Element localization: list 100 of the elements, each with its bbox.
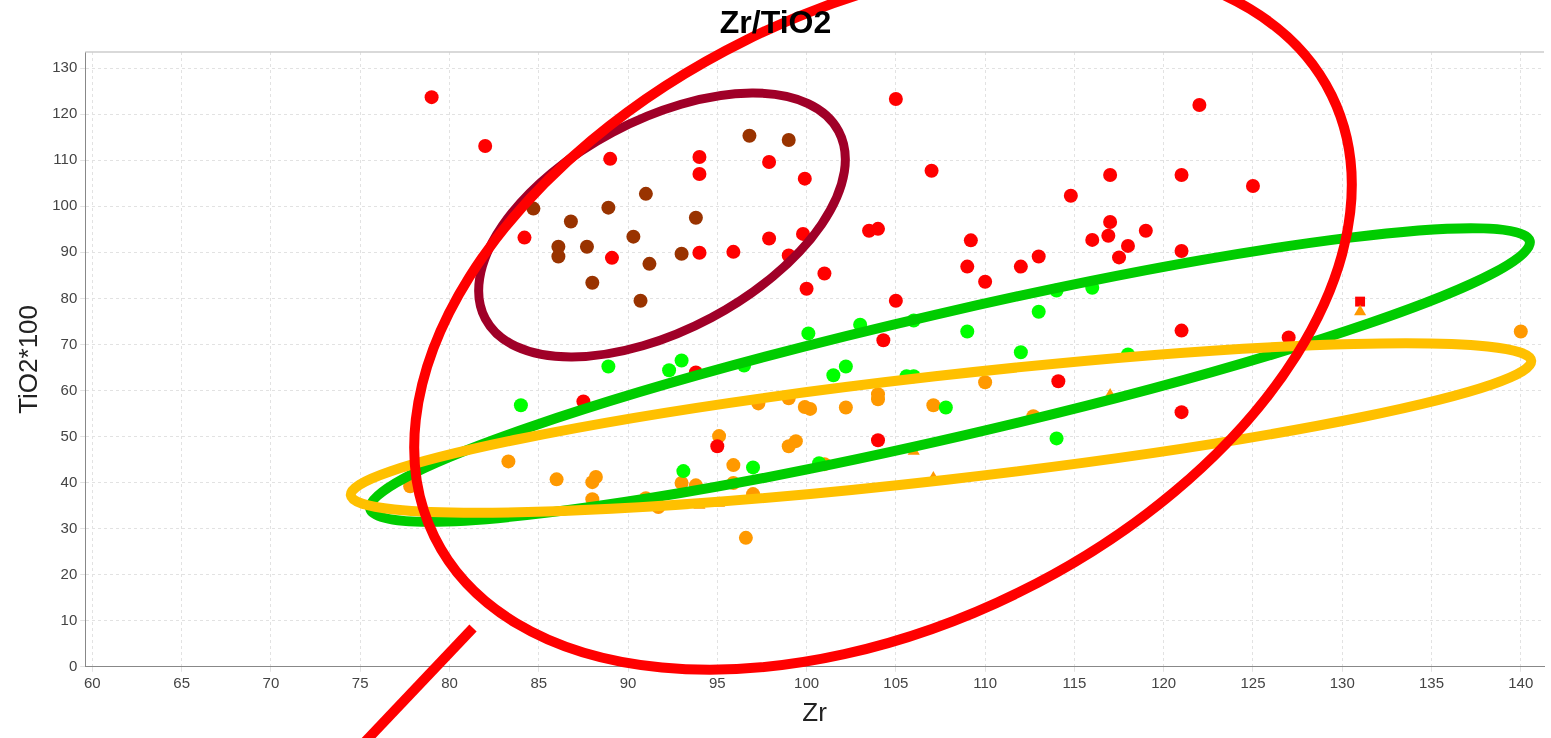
point [1085,232,1100,247]
y-tick-label: 0 [68,656,78,674]
point [549,472,564,487]
point [1192,97,1207,112]
point [1101,228,1116,243]
point [513,398,528,413]
point [978,274,993,289]
x-tick-label: 125 [1240,673,1266,691]
point [817,266,832,281]
point [585,275,600,290]
point [1103,214,1118,229]
y-tick-label: 60 [60,380,78,398]
point [978,375,993,390]
point [1031,304,1046,319]
x-axis-title: Zr [802,696,828,727]
point [424,90,439,105]
point [1138,223,1153,238]
point [1103,167,1118,182]
point [1354,304,1367,316]
y-tick-label: 10 [60,610,78,628]
point [726,458,741,473]
point [1513,324,1528,339]
x-tick-label: 135 [1419,673,1445,691]
y-tick-label: 100 [52,196,78,214]
x-tick-label: 130 [1329,673,1355,691]
point [638,186,653,201]
point [692,245,707,260]
point [826,368,841,383]
point [674,246,689,261]
point [642,256,657,271]
point [1245,179,1260,194]
point [501,454,516,469]
x-tick-label: 75 [351,673,369,691]
point [888,293,903,308]
point [1013,259,1028,274]
y-tick-label: 40 [60,472,78,490]
point [1174,405,1189,420]
y-tick-label: 70 [60,334,78,352]
point [1120,238,1135,253]
point [781,132,796,147]
point [604,250,619,265]
point [1013,345,1028,360]
point [1174,243,1189,258]
x-tick-label: 65 [173,673,190,691]
point [738,530,753,545]
y-axis-title: TiO2*100 [12,304,43,414]
y-tick-label: 130 [52,58,78,76]
point [1355,296,1366,307]
point [960,259,975,274]
point [674,353,689,368]
point [799,281,814,296]
point [726,244,741,259]
point [1174,323,1189,338]
point [588,470,603,485]
point [601,200,616,215]
point [838,359,853,374]
y-tick-label: 90 [60,242,78,260]
y-tick-label: 120 [52,104,78,122]
point [801,326,816,341]
point [692,167,707,182]
point [1063,188,1078,203]
y-tick-label: 30 [60,518,78,536]
x-tick-label: 100 [794,673,820,691]
point [888,91,903,106]
point [1112,250,1127,265]
x-tick-label: 70 [262,673,280,691]
x-tick-label: 110 [973,673,998,691]
point [746,460,761,475]
point [871,221,885,236]
point [633,293,648,308]
point [742,128,757,143]
x-tick-label: 80 [441,673,458,691]
point [762,231,777,246]
x-tick-label: 105 [883,673,909,691]
x-tick-label: 85 [530,673,548,691]
x-tick-label: 140 [1508,673,1534,691]
point [517,230,532,245]
x-tick-label: 95 [708,673,726,691]
point [603,151,618,166]
y-tick-label: 50 [60,426,78,444]
point [876,333,891,348]
point [762,155,777,170]
point [938,400,953,415]
point [963,233,978,248]
y-tick-label: 20 [60,564,78,582]
point [692,150,707,164]
point [478,138,493,153]
point [551,249,566,264]
point [710,439,725,454]
x-tick-label: 115 [1062,673,1087,691]
point [601,359,616,374]
x-tick-label: 60 [84,673,101,691]
point [626,229,641,244]
point [838,400,853,415]
point [662,363,677,378]
x-tick-label: 90 [619,673,637,691]
point [1049,431,1064,446]
point [563,214,578,229]
point [797,171,812,186]
point [926,398,941,413]
